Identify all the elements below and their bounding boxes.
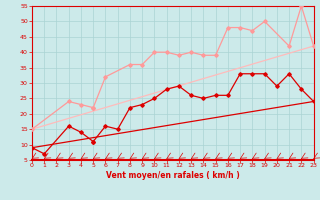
X-axis label: Vent moyen/en rafales ( km/h ): Vent moyen/en rafales ( km/h ): [106, 171, 240, 180]
